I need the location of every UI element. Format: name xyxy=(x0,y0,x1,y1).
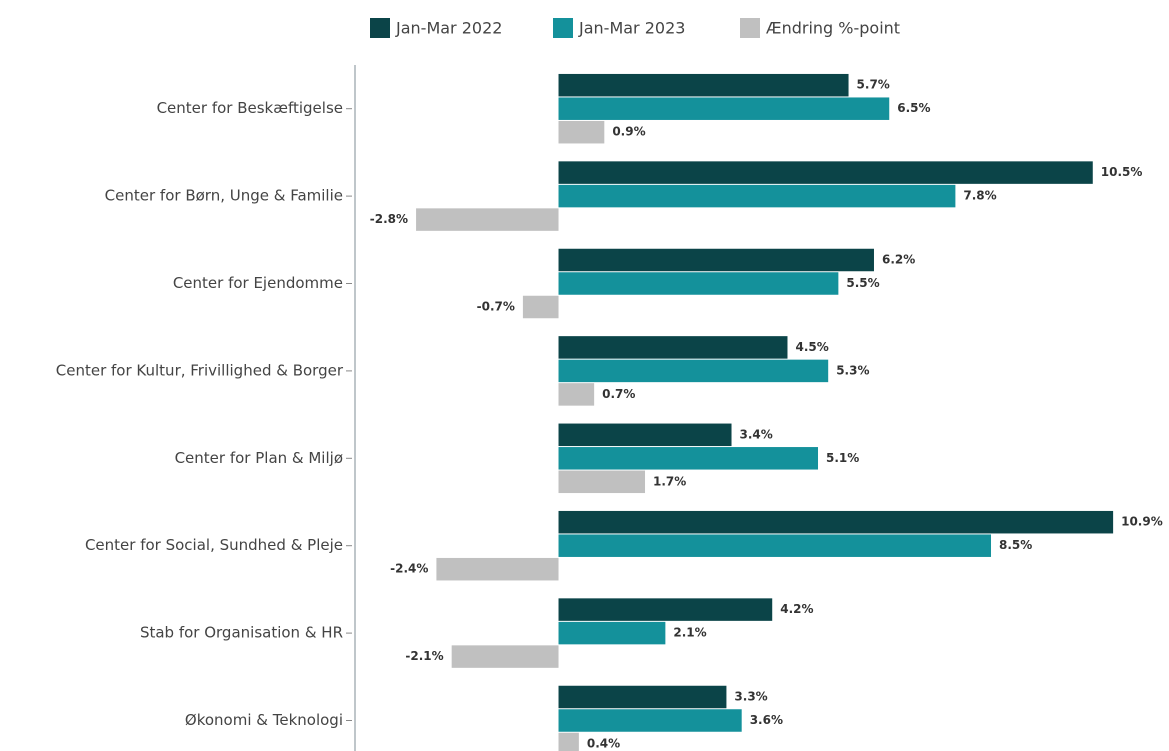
bar xyxy=(558,120,605,144)
value-label: -2.1% xyxy=(405,649,443,663)
legend-label: Jan-Mar 2022 xyxy=(395,19,502,38)
value-label: 10.9% xyxy=(1121,515,1163,529)
category-label: Stab for Organisation & HR xyxy=(140,624,343,642)
bar xyxy=(558,685,727,709)
value-label: 0.9% xyxy=(612,125,645,139)
value-label: 1.7% xyxy=(653,474,686,488)
category-label: Center for Social, Sundhed & Pleje xyxy=(85,536,343,554)
bar xyxy=(558,423,732,447)
value-label: 6.5% xyxy=(897,101,930,115)
bar xyxy=(451,645,559,668)
bar xyxy=(558,336,788,359)
bar xyxy=(558,598,773,621)
bar xyxy=(436,557,559,581)
bar xyxy=(558,161,1093,184)
value-label: 8.5% xyxy=(999,538,1032,552)
category-label: Center for Kultur, Frivillighed & Borger xyxy=(56,361,344,379)
bar xyxy=(558,510,1114,534)
bar xyxy=(558,732,579,751)
bar xyxy=(558,709,742,732)
value-label: 0.7% xyxy=(602,387,635,401)
bar xyxy=(558,97,890,120)
bar xyxy=(558,248,874,272)
category-label: Center for Plan & Miljø xyxy=(175,449,343,467)
value-label: 7.8% xyxy=(963,189,996,203)
bar xyxy=(558,470,646,494)
value-label: 5.5% xyxy=(846,276,879,290)
value-label: 3.6% xyxy=(750,713,783,727)
value-label: 4.5% xyxy=(795,340,828,354)
value-label: 5.3% xyxy=(836,363,869,377)
category-label: Center for Ejendomme xyxy=(173,274,343,292)
category-label: Økonomi & Teknologi xyxy=(185,711,343,729)
bar xyxy=(558,184,956,208)
legend-label: Ændring %-point xyxy=(766,19,900,38)
bar xyxy=(558,359,829,383)
bar xyxy=(558,73,849,97)
legend-label: Jan-Mar 2023 xyxy=(578,19,685,38)
bar xyxy=(558,272,839,295)
category-label: Center for Børn, Unge & Familie xyxy=(105,187,343,205)
value-label: 10.5% xyxy=(1101,165,1143,179)
value-label: 3.3% xyxy=(734,690,767,704)
legend-swatch xyxy=(370,18,390,38)
bar xyxy=(558,447,819,470)
bar xyxy=(558,621,666,645)
bar xyxy=(558,383,595,406)
bar xyxy=(522,295,559,319)
value-label: 4.2% xyxy=(780,602,813,616)
value-label: -0.7% xyxy=(477,300,515,314)
legend-swatch xyxy=(553,18,573,38)
value-label: -2.4% xyxy=(390,562,428,576)
value-label: 5.1% xyxy=(826,451,859,465)
value-label: 2.1% xyxy=(673,626,706,640)
legend-swatch xyxy=(740,18,760,38)
bar xyxy=(416,208,559,231)
category-label: Center for Beskæftigelse xyxy=(157,99,343,117)
value-label: -2.8% xyxy=(370,212,408,226)
value-label: 5.7% xyxy=(857,78,890,92)
value-label: 0.4% xyxy=(587,737,620,751)
value-label: 6.2% xyxy=(882,253,915,267)
bar xyxy=(558,534,992,557)
value-label: 3.4% xyxy=(740,427,773,441)
